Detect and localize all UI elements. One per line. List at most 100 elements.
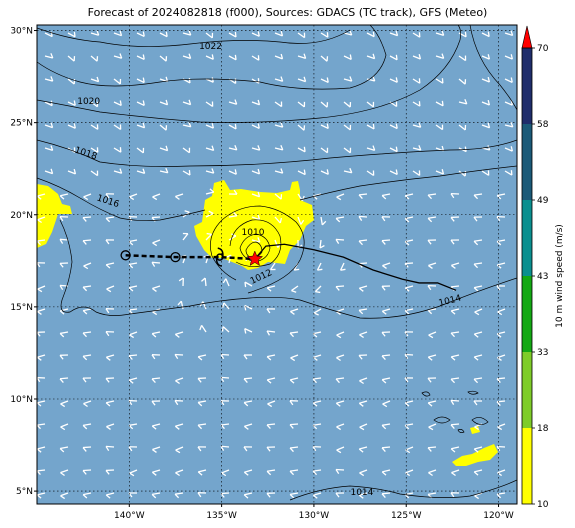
wind-barb — [67, 123, 76, 129]
wind-barb — [37, 239, 46, 246]
strong-wind-areas — [37, 180, 498, 466]
wind-barb — [481, 122, 491, 129]
wind-barb — [67, 78, 76, 85]
wind-barb — [82, 469, 92, 475]
wind-barb — [152, 285, 161, 292]
wind-barb — [105, 354, 115, 361]
wind-barb — [59, 446, 69, 453]
wind-barb — [266, 285, 276, 292]
wind-barb — [105, 239, 115, 245]
wind-barb — [274, 30, 284, 37]
wind-barb — [82, 308, 92, 315]
axis-ticks: 140°W 135°W 130°W 125°W 120°W 30°N 25°N 20°N 15°… — [10, 27, 514, 521]
wind-barb — [197, 423, 207, 430]
wind-barb — [37, 423, 46, 430]
wind-barb — [435, 124, 444, 131]
wind-barb — [359, 331, 368, 339]
wind-barb — [473, 239, 483, 246]
wind-barb — [366, 123, 375, 130]
wind-barb — [197, 446, 207, 452]
wind-barb — [37, 285, 46, 293]
wind-barb — [59, 354, 69, 360]
wind-barb — [335, 285, 345, 291]
wind-barb — [267, 400, 276, 408]
lon-tick-label: 125°W — [391, 511, 422, 521]
wind-barb — [458, 98, 468, 105]
wind-barb — [335, 238, 345, 244]
isobar-1014-south — [289, 479, 517, 501]
wind-barb — [205, 210, 214, 218]
lat-tick-label: 25°N — [10, 119, 33, 129]
wind-barb — [251, 145, 261, 151]
wind-barb — [336, 308, 345, 315]
colorbar-tick-label: 49 — [537, 196, 549, 206]
wind-barb — [59, 238, 69, 244]
wind-barb — [297, 169, 306, 176]
wind-barb — [381, 446, 391, 452]
wind-barb — [343, 101, 352, 108]
wind-barb — [473, 377, 483, 384]
wind-barb — [358, 400, 368, 407]
wind-barb — [358, 215, 368, 221]
wind-barb — [389, 146, 398, 153]
colorbar: 10 18 33 43 49 58 70 10 m wind speed (m/s) — [521, 25, 565, 510]
wind-barb — [450, 308, 460, 315]
wind-barb — [274, 168, 284, 174]
wind-barb — [343, 167, 353, 174]
wind-barb — [113, 124, 122, 130]
wind-barb — [151, 492, 161, 499]
wind-barb — [504, 121, 514, 128]
wind-barb — [136, 31, 145, 38]
isobar-1022 — [37, 25, 387, 90]
wind-barb — [312, 492, 322, 499]
wind-barb — [105, 262, 115, 269]
wind-barb — [435, 78, 444, 84]
wind-barb — [197, 492, 207, 498]
wind-barb — [205, 77, 214, 83]
wind-barb — [289, 423, 299, 429]
wind-barb — [266, 469, 276, 476]
wind-barb — [228, 211, 238, 218]
wind-barb — [289, 400, 299, 406]
wind-barb — [251, 168, 261, 175]
wind-barb — [473, 285, 483, 292]
wind-barb — [67, 31, 76, 38]
wind-barb — [182, 30, 192, 36]
wind-barb — [82, 492, 92, 499]
wind-barb — [458, 31, 467, 38]
wind-barb — [128, 354, 138, 360]
wind-barb — [129, 193, 138, 201]
wind-barb — [113, 78, 122, 85]
wind-barb — [274, 193, 283, 200]
wind-barb — [175, 193, 184, 200]
wind-barb — [251, 123, 260, 130]
wind-barb — [228, 169, 237, 175]
wind-barb — [504, 170, 513, 176]
wind-barb — [473, 446, 483, 453]
wind-barb — [316, 262, 323, 271]
wind-barb — [266, 446, 276, 452]
wind-barb — [381, 193, 391, 200]
wind-barb — [90, 76, 100, 83]
wind-barb — [136, 147, 145, 154]
isobar-1018 — [37, 139, 517, 167]
wind-barb — [473, 354, 483, 361]
wind-barb — [389, 123, 398, 130]
wind-barb — [335, 216, 345, 223]
wind-barb — [274, 144, 284, 151]
wind-barb — [205, 145, 215, 152]
isobar-small-2 — [467, 390, 479, 395]
wind-barb — [458, 55, 467, 62]
wind-barb — [243, 354, 253, 360]
past-track-line — [125, 254, 255, 261]
wind-barb — [358, 285, 368, 292]
wind-barb — [266, 423, 276, 430]
isobar-label-1022: 1022 — [199, 42, 222, 52]
wind-barb — [450, 331, 460, 338]
wind-barb — [67, 55, 76, 62]
wind-barb — [366, 101, 375, 108]
wind-barb — [60, 423, 69, 431]
wind-barb — [243, 446, 253, 452]
wind-barb — [201, 277, 207, 287]
